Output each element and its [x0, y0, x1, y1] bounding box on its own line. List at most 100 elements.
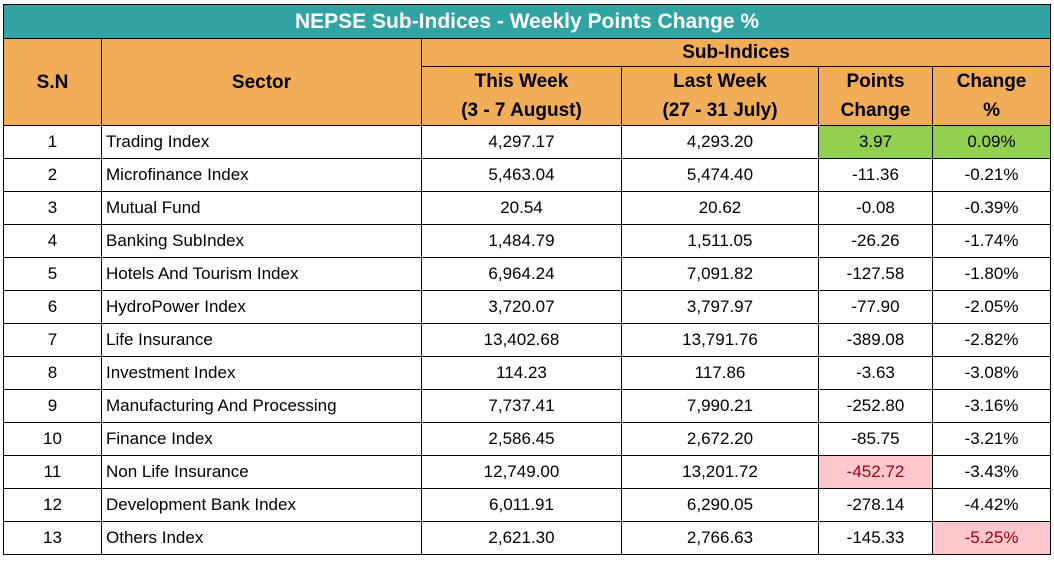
header-points-change-line1: Points [846, 71, 905, 92]
cell-sn: 7 [3, 323, 102, 357]
cell-this-week: 3,720.07 [421, 290, 622, 324]
cell-this-week: 2,586.45 [421, 422, 622, 456]
table-title: NEPSE Sub-Indices - Weekly Points Change… [2, 4, 1052, 39]
cell-points-change: -3.63 [818, 356, 933, 390]
cell-points-change: -278.14 [818, 488, 933, 522]
cell-sn: 3 [3, 191, 102, 225]
cell-sector: Others Index [101, 521, 422, 555]
header-sub-indices: Sub-Indices [420, 38, 1052, 67]
cell-this-week: 6,964.24 [421, 257, 622, 291]
cell-this-week: 4,297.17 [421, 125, 622, 159]
table-row: 1 Trading Index 4,297.17 4,293.20 3.97 0.09% [3, 125, 1052, 159]
cell-sn: 6 [3, 290, 102, 324]
cell-this-week: 114.23 [421, 356, 622, 390]
cell-last-week: 20.62 [621, 191, 819, 225]
cell-change-pct: -3.43% [931, 455, 1052, 489]
cell-last-week: 13,791.76 [621, 323, 819, 357]
cell-sector: Trading Index [101, 125, 422, 159]
header-last-week-line2: (27 - 31 July) [662, 100, 778, 121]
header-points-change-line2: Change [840, 100, 911, 121]
cell-this-week: 6,011.91 [421, 488, 622, 522]
cell-last-week: 6,290.05 [621, 488, 819, 522]
cell-sn: 12 [3, 488, 102, 522]
cell-sn: 10 [3, 422, 102, 456]
cell-change-pct: -3.08% [931, 356, 1052, 390]
cell-last-week: 2,766.63 [621, 521, 819, 555]
cell-sector: Investment Index [101, 356, 422, 390]
cell-points-change: -127.58 [818, 257, 933, 291]
table-row: 11 Non Life Insurance 12,749.00 13,201.72 -4… [3, 455, 1052, 489]
cell-points-change: -389.08 [818, 323, 933, 357]
cell-last-week: 13,201.72 [621, 455, 819, 489]
cell-change-pct: -4.42% [931, 488, 1052, 522]
table-row: 3 Mutual Fund 20.54 20.62 -0.08 -0.39% [3, 191, 1052, 225]
cell-last-week: 4,293.20 [621, 125, 819, 159]
cell-sn: 9 [3, 389, 102, 423]
cell-points-change: -77.90 [818, 290, 933, 324]
cell-sn: 13 [3, 521, 102, 555]
header-sector: Sector [101, 38, 422, 126]
cell-sector: Life Insurance [101, 323, 422, 357]
cell-sector: Finance Index [101, 422, 422, 456]
header-change-pct-line1: Change [956, 71, 1027, 92]
cell-this-week: 13,402.68 [421, 323, 622, 357]
cell-this-week: 2,621.30 [421, 521, 622, 555]
cell-sector: Development Bank Index [101, 488, 422, 522]
cell-last-week: 1,511.05 [621, 224, 819, 258]
cell-change-pct: -2.05% [931, 290, 1052, 324]
cell-points-change: -26.26 [818, 224, 933, 258]
table-row: 4 Banking SubIndex 1,484.79 1,511.05 -26.26-… [3, 224, 1052, 258]
cell-sn: 4 [3, 224, 102, 258]
cell-this-week: 20.54 [421, 191, 622, 225]
cell-points-change: -145.33 [818, 521, 933, 555]
table-body: 1 Trading Index 4,297.17 4,293.20 3.97 0.09% 2… [3, 125, 1052, 555]
header-this-week-line1: This Week [474, 71, 569, 92]
header-last-week: Last Week (27 - 31 July) [621, 66, 819, 126]
cell-sn: 1 [3, 125, 102, 159]
cell-points-change: -0.08 [818, 191, 933, 225]
cell-sn: 5 [3, 257, 102, 291]
cell-sn: 11 [3, 455, 102, 489]
cell-sn: 2 [3, 158, 102, 192]
table-row: 2 Microfinance Index 5,463.04 5,474.40 -11.3… [3, 158, 1052, 192]
header-points-change: Points Change [818, 66, 933, 126]
header-this-week-line2: (3 - 7 August) [461, 100, 582, 121]
cell-sn: 8 [3, 356, 102, 390]
cell-points-change: -11.36 [818, 158, 933, 192]
cell-points-change: -452.72 [818, 455, 933, 489]
cell-last-week: 5,474.40 [621, 158, 819, 192]
cell-last-week: 117.86 [621, 356, 819, 390]
header-this-week: This Week (3 - 7 August) [421, 66, 622, 126]
cell-change-pct: -5.25% [931, 521, 1052, 555]
header-sn: S.N [3, 38, 102, 126]
cell-sector: Non Life Insurance [101, 455, 422, 489]
table-row: 8 Investment Index 114.23 117.86 -3.63 -3.08% [3, 356, 1052, 390]
cell-change-pct: 0.09% [931, 125, 1052, 159]
cell-this-week: 7,737.41 [421, 389, 622, 423]
cell-points-change: -252.80 [818, 389, 933, 423]
cell-change-pct: -1.74% [931, 224, 1052, 258]
cell-this-week: 5,463.04 [421, 158, 622, 192]
cell-this-week: 12,749.00 [421, 455, 622, 489]
cell-sector: Mutual Fund [101, 191, 422, 225]
cell-last-week: 7,990.21 [621, 389, 819, 423]
cell-change-pct: -1.80% [931, 257, 1052, 291]
cell-points-change: 3.97 [818, 125, 933, 159]
header-change-pct-line2: % [983, 100, 1000, 121]
cell-sector: HydroPower Index [101, 290, 422, 324]
table-row: 13 Others Index 2,621.30 2,766.63 -145.33 -5.… [3, 521, 1052, 555]
cell-points-change: -85.75 [818, 422, 933, 456]
table-row: 6 HydroPower Index 3,720.07 3,797.97 -77.90-… [3, 290, 1052, 324]
cell-last-week: 3,797.97 [621, 290, 819, 324]
table-row: 10 Finance Index 2,586.45 2,672.20 -85.75 -3.… [3, 422, 1052, 456]
table-row: 7 Life Insurance 13,402.68 13,791.76 -389.08… [3, 323, 1052, 357]
cell-sector: Banking SubIndex [101, 224, 422, 258]
cell-last-week: 7,091.82 [621, 257, 819, 291]
table-row: 5 Hotels And Tourism Index 6,964.24 7,091.8… [3, 257, 1052, 291]
cell-sector: Manufacturing And Processing [101, 389, 422, 423]
cell-last-week: 2,672.20 [621, 422, 819, 456]
header-last-week-line1: Last Week [673, 71, 767, 92]
cell-sector: Hotels And Tourism Index [101, 257, 422, 291]
cell-change-pct: -0.21% [931, 158, 1052, 192]
table-row: 12 Development Bank Index 6,011.91 6,290.05… [3, 488, 1052, 522]
